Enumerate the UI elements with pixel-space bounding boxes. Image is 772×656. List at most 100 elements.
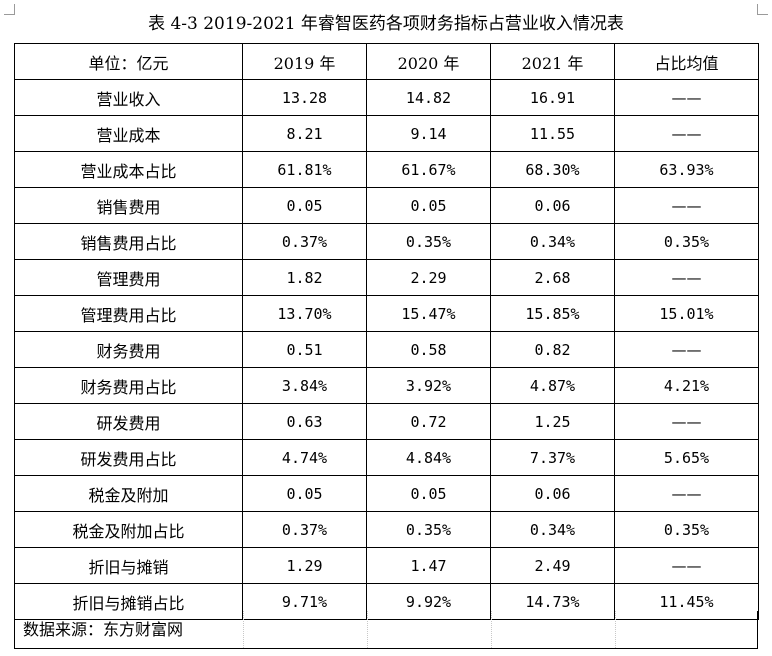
table-row: 营业成本 8.21 9.14 11.55 —— bbox=[14, 115, 759, 152]
value-average-cell: 4.21% bbox=[614, 367, 759, 404]
row-label-cell: 管理费用 bbox=[14, 259, 243, 296]
value-2019-cell: 1.82 bbox=[242, 259, 367, 296]
source-row: 数据来源：东方财富网 bbox=[14, 611, 758, 649]
table-row: 折旧与摊销 1.29 1.47 2.49 —— bbox=[14, 547, 759, 584]
value-2019-cell: 13.28 bbox=[242, 79, 367, 116]
value-average-cell: —— bbox=[614, 79, 759, 116]
value-2020-cell: 3.92% bbox=[366, 367, 491, 404]
value-2019-cell: 4.74% bbox=[242, 439, 367, 476]
value-2021-cell: 0.34% bbox=[490, 223, 615, 260]
value-average-cell: —— bbox=[614, 259, 759, 296]
value-2019-cell: 0.05 bbox=[242, 475, 367, 512]
value-average-cell: 15.01% bbox=[614, 295, 759, 332]
table-row: 折旧与摊销占比 9.71% 9.92% 14.73% 11.45% bbox=[14, 583, 759, 620]
table-row: 营业成本占比 61.81% 61.67% 68.30% 63.93% bbox=[14, 151, 759, 188]
value-2021-cell: 15.85% bbox=[490, 295, 615, 332]
table-title: 表 4-3 2019-2021 年睿智医药各项财务指标占营业收入情况表 bbox=[148, 14, 624, 34]
table-row: 税金及附加 0.05 0.05 0.06 —— bbox=[14, 475, 759, 512]
table-row: 税金及附加占比 0.37% 0.35% 0.34% 0.35% bbox=[14, 511, 759, 548]
value-2020-cell: 9.92% bbox=[366, 583, 491, 620]
row-label-cell: 折旧与摊销占比 bbox=[14, 583, 243, 620]
table-row: 销售费用占比 0.37% 0.35% 0.34% 0.35% bbox=[14, 223, 759, 260]
row-label-cell: 财务费用占比 bbox=[14, 367, 243, 404]
source-row-gridline bbox=[367, 611, 368, 648]
value-2019-cell: 0.51 bbox=[242, 331, 367, 368]
value-2021-cell: 1.25 bbox=[490, 403, 615, 440]
value-2021-cell: 2.49 bbox=[490, 547, 615, 584]
value-2020-cell: 0.58 bbox=[366, 331, 491, 368]
value-average-cell: —— bbox=[614, 403, 759, 440]
header-average-ratio: 占比均值 bbox=[614, 43, 759, 80]
source-row-gridline bbox=[491, 611, 492, 648]
row-label-cell: 销售费用占比 bbox=[14, 223, 243, 260]
data-source-note: 数据来源：东方财富网 bbox=[23, 620, 184, 639]
value-2020-cell: 61.67% bbox=[366, 151, 491, 188]
value-2021-cell: 2.68 bbox=[490, 259, 615, 296]
value-2019-cell: 0.05 bbox=[242, 187, 367, 224]
value-average-cell: 5.65% bbox=[614, 439, 759, 476]
value-2020-cell: 2.29 bbox=[366, 259, 491, 296]
value-average-cell: 63.93% bbox=[614, 151, 759, 188]
table-row: 管理费用 1.82 2.29 2.68 —— bbox=[14, 259, 759, 296]
value-2021-cell: 16.91 bbox=[490, 79, 615, 116]
header-year-2021: 2021 年 bbox=[490, 43, 615, 80]
financial-indicators-table: 单位：亿元 2019 年 2020 年 2021 年 占比均值 营业收入 13.2… bbox=[14, 43, 759, 620]
value-2020-cell: 14.82 bbox=[366, 79, 491, 116]
value-average-cell: —— bbox=[614, 547, 759, 584]
row-label-cell: 税金及附加 bbox=[14, 475, 243, 512]
row-label-cell: 营业收入 bbox=[14, 79, 243, 116]
value-2021-cell: 11.55 bbox=[490, 115, 615, 152]
value-2021-cell: 68.30% bbox=[490, 151, 615, 188]
value-2020-cell: 0.72 bbox=[366, 403, 491, 440]
value-2021-cell: 4.87% bbox=[490, 367, 615, 404]
header-year-2020: 2020 年 bbox=[366, 43, 491, 80]
row-label-cell: 折旧与摊销 bbox=[14, 547, 243, 584]
row-label-cell: 税金及附加占比 bbox=[14, 511, 243, 548]
table-row: 研发费用占比 4.74% 4.84% 7.37% 5.65% bbox=[14, 439, 759, 476]
source-row-gridline bbox=[243, 611, 244, 648]
page-corner-mark-top-right bbox=[757, 4, 768, 15]
header-unit: 单位：亿元 bbox=[14, 43, 243, 80]
source-row-gridline bbox=[615, 611, 616, 648]
row-label-cell: 研发费用 bbox=[14, 403, 243, 440]
value-average-cell: 11.45% bbox=[614, 583, 759, 620]
row-label-cell: 销售费用 bbox=[14, 187, 243, 224]
row-label-cell: 营业成本 bbox=[14, 115, 243, 152]
table-row: 营业收入 13.28 14.82 16.91 —— bbox=[14, 79, 759, 116]
value-2020-cell: 1.47 bbox=[366, 547, 491, 584]
value-2019-cell: 61.81% bbox=[242, 151, 367, 188]
value-2019-cell: 9.71% bbox=[242, 583, 367, 620]
value-2019-cell: 0.37% bbox=[242, 511, 367, 548]
value-average-cell: —— bbox=[614, 115, 759, 152]
value-2020-cell: 15.47% bbox=[366, 295, 491, 332]
value-average-cell: —— bbox=[614, 187, 759, 224]
page-corner-mark-top-left bbox=[4, 4, 15, 15]
table-row: 研发费用 0.63 0.72 1.25 —— bbox=[14, 403, 759, 440]
table-row: 管理费用占比 13.70% 15.47% 15.85% 15.01% bbox=[14, 295, 759, 332]
value-2020-cell: 0.05 bbox=[366, 187, 491, 224]
value-2021-cell: 0.82 bbox=[490, 331, 615, 368]
value-average-cell: 0.35% bbox=[614, 223, 759, 260]
value-2021-cell: 0.06 bbox=[490, 475, 615, 512]
value-average-cell: 0.35% bbox=[614, 511, 759, 548]
value-2021-cell: 7.37% bbox=[490, 439, 615, 476]
row-label-cell: 研发费用占比 bbox=[14, 439, 243, 476]
value-2020-cell: 9.14 bbox=[366, 115, 491, 152]
value-2021-cell: 0.34% bbox=[490, 511, 615, 548]
value-2020-cell: 4.84% bbox=[366, 439, 491, 476]
header-year-2019: 2019 年 bbox=[242, 43, 367, 80]
row-label-cell: 管理费用占比 bbox=[14, 295, 243, 332]
row-label-cell: 营业成本占比 bbox=[14, 151, 243, 188]
value-2020-cell: 0.05 bbox=[366, 475, 491, 512]
table-body: 营业收入 13.28 14.82 16.91 —— 营业成本 8.21 9.14 11.55 ——… bbox=[14, 79, 759, 620]
value-2019-cell: 0.63 bbox=[242, 403, 367, 440]
table-row: 财务费用占比 3.84% 3.92% 4.87% 4.21% bbox=[14, 367, 759, 404]
value-2020-cell: 0.35% bbox=[366, 223, 491, 260]
value-2021-cell: 0.06 bbox=[490, 187, 615, 224]
table-row: 财务费用 0.51 0.58 0.82 —— bbox=[14, 331, 759, 368]
value-2021-cell: 14.73% bbox=[490, 583, 615, 620]
value-2019-cell: 3.84% bbox=[242, 367, 367, 404]
row-label-cell: 财务费用 bbox=[14, 331, 243, 368]
value-average-cell: —— bbox=[614, 475, 759, 512]
value-2020-cell: 0.35% bbox=[366, 511, 491, 548]
